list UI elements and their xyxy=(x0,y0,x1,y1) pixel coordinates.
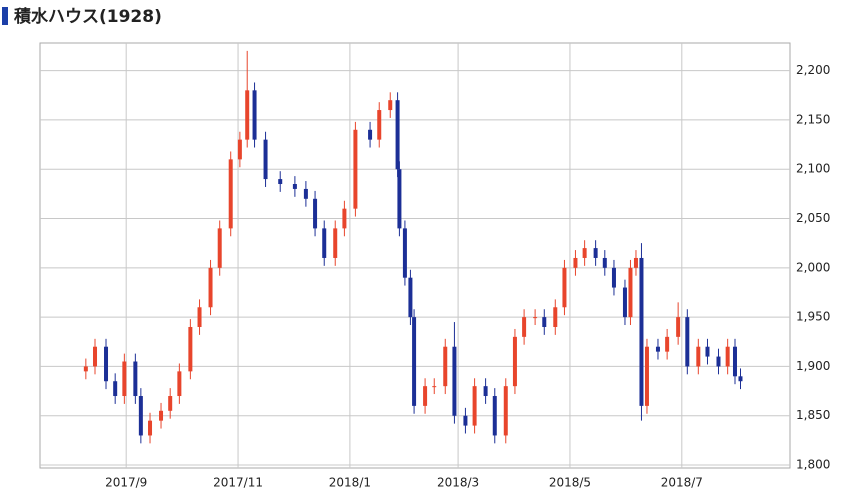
candle-body xyxy=(725,346,730,367)
y-tick-label: 2,050 xyxy=(796,211,830,225)
chart-title: 積水ハウス(1928) xyxy=(14,6,162,27)
candle-body xyxy=(252,90,257,140)
candle-body xyxy=(483,386,488,397)
candle-body xyxy=(368,129,373,140)
candle-body xyxy=(492,396,497,436)
candle-body xyxy=(472,386,477,426)
candle-body xyxy=(628,267,633,318)
candle-body xyxy=(542,317,547,327)
candle-body xyxy=(228,159,233,229)
candle-body xyxy=(553,307,558,327)
x-tick-label: 2017/9 xyxy=(105,476,147,490)
candle-body xyxy=(452,346,457,416)
candle-body xyxy=(696,346,701,367)
y-tick-label: 1,950 xyxy=(796,310,830,324)
candle-body xyxy=(732,346,737,377)
candle-body xyxy=(562,267,567,308)
candle-body xyxy=(408,277,413,318)
x-tick-label: 2017/11 xyxy=(213,476,263,490)
candle-body xyxy=(738,376,743,382)
candle-body xyxy=(443,346,448,387)
candle-body xyxy=(322,228,327,258)
candle-body xyxy=(138,396,143,436)
candle-body xyxy=(593,248,598,258)
y-tick-label: 2,150 xyxy=(796,112,830,126)
candle-body xyxy=(133,361,138,397)
candle-body xyxy=(208,267,213,308)
candle-body xyxy=(263,139,268,180)
candle-body xyxy=(197,307,202,327)
x-tick-label: 2018/5 xyxy=(549,476,591,490)
candle-body xyxy=(622,287,627,318)
candle-body xyxy=(377,110,382,140)
candle-body xyxy=(188,326,193,372)
candle-body xyxy=(313,198,318,229)
title-icon xyxy=(2,7,8,25)
candle-body xyxy=(503,386,508,436)
candle-body xyxy=(602,257,607,268)
candle-body xyxy=(611,267,616,288)
candle-body xyxy=(423,386,428,406)
candle-body xyxy=(397,169,402,229)
x-tick-label: 2018/1 xyxy=(329,476,371,490)
candle-body xyxy=(685,317,690,367)
candle-body xyxy=(333,228,338,258)
y-tick-label: 2,000 xyxy=(796,260,830,274)
y-tick-label: 1,900 xyxy=(796,359,830,373)
candle-body xyxy=(303,188,308,199)
candle-body xyxy=(463,415,468,426)
candle-body xyxy=(245,90,250,140)
candle-body xyxy=(412,317,417,406)
candle-body xyxy=(582,248,587,258)
candle-body xyxy=(83,366,88,372)
candle-body xyxy=(533,317,538,319)
candle-body xyxy=(104,346,109,382)
x-tick-label: 2018/3 xyxy=(437,476,479,490)
x-tick-label: 2018/7 xyxy=(661,476,703,490)
candle-body xyxy=(665,336,670,352)
candle-body xyxy=(639,257,644,406)
candle-body xyxy=(353,129,358,209)
candle-body xyxy=(177,371,182,397)
candle-body xyxy=(676,317,681,337)
candle-body xyxy=(395,100,400,170)
candle-body xyxy=(148,420,153,436)
candle-body xyxy=(217,228,222,268)
candle-body xyxy=(633,257,638,268)
candle-body xyxy=(292,184,297,189)
candle-body xyxy=(402,228,407,278)
candle-body xyxy=(342,208,347,229)
candle-body xyxy=(655,346,660,352)
candle-body xyxy=(716,356,721,367)
candle-body xyxy=(512,336,517,387)
candle-body xyxy=(159,410,164,421)
y-tick-label: 1,800 xyxy=(796,458,830,472)
plot-frame xyxy=(39,42,791,469)
candle-body xyxy=(122,361,127,397)
candle-body xyxy=(432,386,437,388)
candle-body xyxy=(522,317,527,337)
y-tick-label: 2,100 xyxy=(796,162,830,176)
candle-body xyxy=(388,100,393,111)
candle-body xyxy=(278,179,283,185)
y-tick-label: 2,200 xyxy=(796,63,830,77)
candle-body xyxy=(237,139,242,160)
candle-body xyxy=(168,396,173,411)
candle-body xyxy=(113,381,118,397)
candle-body xyxy=(705,346,710,357)
y-tick-label: 1,850 xyxy=(796,408,830,422)
candle-body xyxy=(644,346,649,406)
candle-body xyxy=(93,346,98,367)
candle-body xyxy=(573,257,578,268)
